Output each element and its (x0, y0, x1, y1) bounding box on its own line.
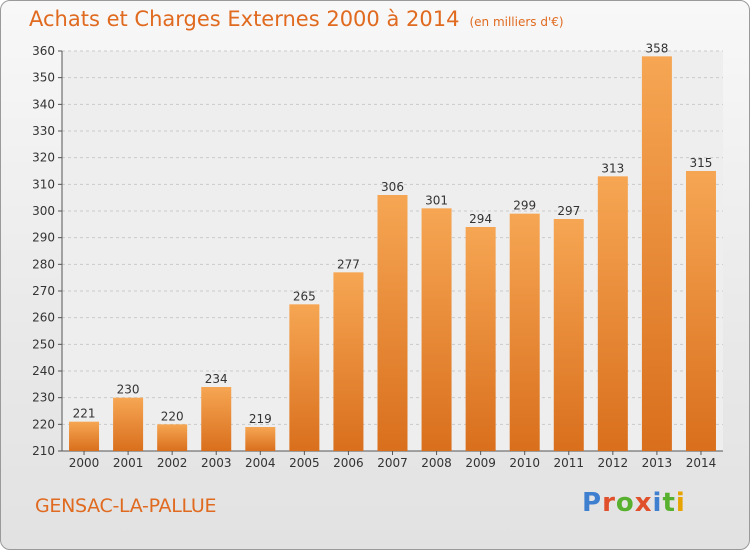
data-label: 234 (205, 372, 228, 386)
x-tick-label: 2001 (113, 456, 144, 470)
y-tick-label: 240 (32, 364, 55, 378)
y-tick-label: 260 (32, 311, 55, 325)
x-tick-label: 2000 (69, 456, 100, 470)
x-tick-label: 2005 (289, 456, 320, 470)
bar (201, 387, 232, 451)
bar (509, 213, 540, 451)
logo-letter: i (675, 488, 686, 518)
bar (245, 427, 276, 451)
x-tick-label: 2006 (333, 456, 364, 470)
logo-letter: P (582, 488, 603, 518)
logo-letter: o (615, 488, 635, 518)
bar (641, 56, 672, 451)
data-label: 221 (73, 407, 96, 421)
chart-title-text: Achats et Charges Externes 2000 à 2014 (29, 7, 460, 31)
y-tick-label: 230 (32, 391, 55, 405)
bar (597, 176, 628, 452)
data-label: 315 (690, 156, 713, 170)
y-tick-label: 220 (32, 417, 55, 431)
x-tick-label: 2009 (465, 456, 496, 470)
y-tick-label: 340 (32, 97, 55, 111)
x-tick-label: 2014 (686, 456, 717, 470)
x-tick-label: 2007 (377, 456, 408, 470)
data-label: 220 (161, 409, 184, 423)
bar (157, 424, 188, 451)
bar (69, 421, 100, 451)
logo-letter: x (634, 488, 653, 518)
data-label: 230 (117, 383, 140, 397)
data-label: 301 (425, 193, 448, 207)
x-tick-label: 2008 (421, 456, 452, 470)
bar (333, 272, 364, 451)
data-label: 277 (337, 257, 360, 271)
data-label: 297 (557, 204, 580, 218)
y-tick-label: 280 (32, 257, 55, 271)
x-tick-label: 2013 (642, 456, 673, 470)
data-label: 299 (513, 199, 536, 213)
y-tick-label: 290 (32, 231, 55, 245)
x-tick-label: 2003 (201, 456, 232, 470)
y-tick-label: 300 (32, 204, 55, 218)
bar (377, 195, 408, 451)
x-tick-label: 2010 (509, 456, 540, 470)
x-tick-label: 2011 (553, 456, 584, 470)
y-tick-label: 320 (32, 151, 55, 165)
data-label: 358 (645, 41, 668, 55)
x-tick-label: 2002 (157, 456, 188, 470)
bar (113, 397, 144, 451)
y-tick-label: 210 (32, 444, 55, 458)
y-tick-label: 360 (32, 44, 55, 58)
data-label: 294 (469, 212, 492, 226)
y-tick-label: 350 (32, 71, 55, 85)
y-tick-label: 270 (32, 284, 55, 298)
bar (465, 227, 496, 451)
y-tick-label: 250 (32, 337, 55, 351)
y-tick-label: 310 (32, 177, 55, 191)
bar (421, 208, 452, 451)
chart-title: Achats et Charges Externes 2000 à 2014 (e… (29, 7, 564, 31)
data-label: 265 (293, 289, 316, 303)
data-label: 306 (381, 180, 404, 194)
logo-letter: r (602, 488, 616, 518)
logo-letter: t (662, 488, 676, 518)
proxiti-logo: Proxiti (582, 488, 686, 518)
logo-letter: i (652, 488, 663, 518)
data-label: 219 (249, 412, 272, 426)
location-label: GENSAC-LA-PALLUE (35, 495, 217, 517)
x-tick-label: 2012 (598, 456, 629, 470)
bar (685, 171, 716, 451)
data-label: 313 (601, 161, 624, 175)
chart-title-unit: (en milliers d'€) (469, 15, 564, 29)
x-tick-label: 2004 (245, 456, 276, 470)
bar (289, 304, 320, 451)
bar (553, 219, 584, 451)
y-tick-label: 330 (32, 124, 55, 138)
